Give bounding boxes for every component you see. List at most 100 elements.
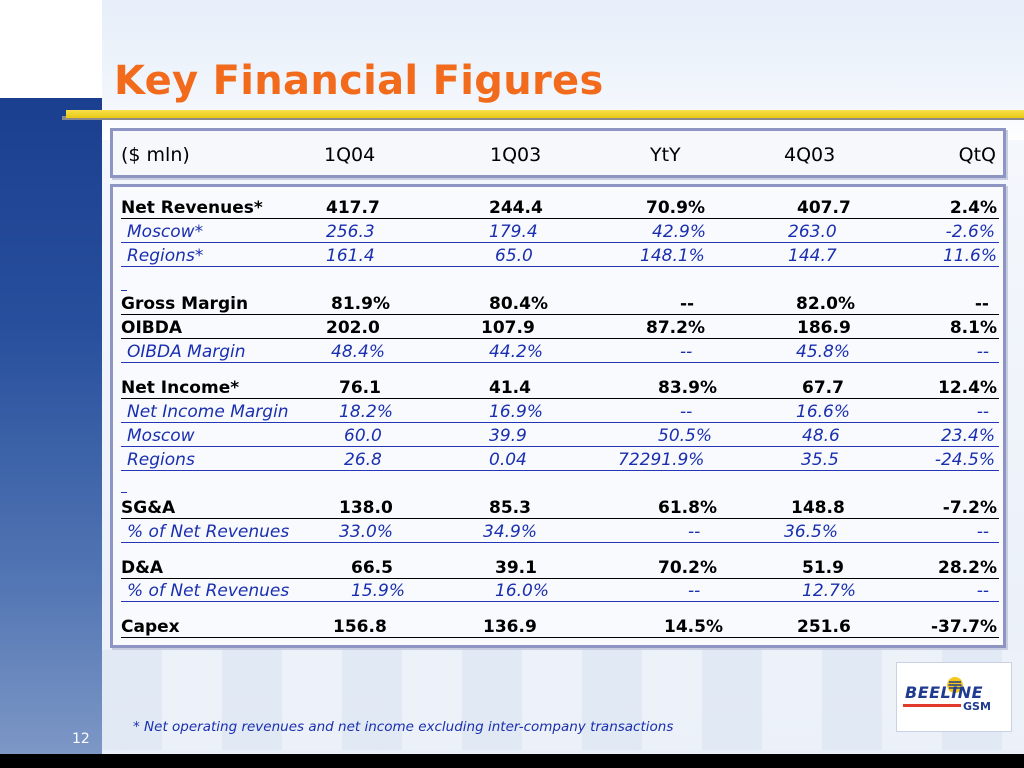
row-underline <box>121 518 999 519</box>
row-label: Capex <box>121 617 180 637</box>
row-underline <box>121 398 999 399</box>
cell-1q04: 76.1 <box>339 378 381 398</box>
row-label: Regions <box>127 450 195 470</box>
row-underline <box>121 314 999 315</box>
row-underline <box>121 578 999 579</box>
row-underline <box>121 218 999 219</box>
cell-yty: 148.1% <box>640 246 705 266</box>
footnote: * Net operating revenues and net income … <box>133 719 674 735</box>
cell-qtq: -- <box>976 342 989 362</box>
cell-qtq: 23.4% <box>940 426 995 446</box>
header-units: ($ mln) <box>121 144 190 166</box>
cell-1q04: 256.3 <box>326 222 375 242</box>
cell-4q03: 251.6 <box>797 617 851 637</box>
cell-yty: -- <box>688 522 701 542</box>
cell-4q03: 144.7 <box>788 246 837 266</box>
row-label: % of Net Revenues <box>127 581 290 601</box>
cell-yty: 61.8% <box>658 498 717 518</box>
cell-4q03: 51.9 <box>802 558 844 578</box>
row-label: Net Income* <box>121 378 240 398</box>
cell-yty: 50.5% <box>658 426 713 446</box>
cell-yty: 70.9% <box>646 198 705 218</box>
row-label: % of Net Revenues <box>127 522 290 542</box>
cell-qtq: -7.2% <box>942 498 997 518</box>
table-row: OIBDA 202.0 107.9 87.2% 186.9 8.1% <box>121 317 999 339</box>
table-row: Regions 26.8 0.04 72291.9% 35.5 -24.5% <box>121 449 999 471</box>
cell-1q03: 85.3 <box>489 498 531 518</box>
row-underline <box>121 422 999 423</box>
cell-qtq: -37.7% <box>930 617 997 637</box>
row-label: D&A <box>121 558 164 578</box>
cell-qtq: 28.2% <box>938 558 997 578</box>
cell-yty: 72291.9% <box>618 450 705 470</box>
cell-1q04: 161.4 <box>326 246 375 266</box>
row-underline <box>121 470 999 471</box>
table-row: Moscow 60.0 39.9 50.5% 48.6 23.4% <box>121 425 999 447</box>
bee-icon <box>947 677 963 693</box>
row-label: SG&A <box>121 498 176 518</box>
spacer-mark <box>121 492 127 493</box>
cell-4q03: 45.8% <box>796 342 851 362</box>
cell-1q03: 107.9 <box>481 318 535 338</box>
cell-1q04: 417.7 <box>326 198 380 218</box>
cell-1q03: 34.9% <box>483 522 538 542</box>
cell-qtq: -- <box>976 402 989 422</box>
table-row: Net Income* 76.1 41.4 83.9% 67.7 12.4% <box>121 377 999 399</box>
table-row: Moscow* 256.3 179.4 42.9% 263.0 -2.6% <box>121 221 999 243</box>
row-label: Regions* <box>127 246 204 266</box>
background-corner <box>0 0 102 98</box>
table-row: Net Income Margin 18.2% 16.9% -- 16.6% -… <box>121 401 999 423</box>
row-underline <box>121 362 999 363</box>
title-rule-shadow <box>62 116 1024 120</box>
cell-4q03: 35.5 <box>801 450 839 470</box>
cell-1q03: 44.2% <box>489 342 544 362</box>
cell-yty: 83.9% <box>658 378 717 398</box>
cell-4q03: 407.7 <box>797 198 851 218</box>
cell-4q03: 263.0 <box>788 222 837 242</box>
logo-wordmark: BEELINE <box>905 683 984 702</box>
cell-qtq: -- <box>976 522 989 542</box>
background-bottom-pattern <box>102 650 1024 750</box>
table-header-box <box>110 128 1006 178</box>
row-underline <box>121 637 999 638</box>
table-row: SG&A 138.0 85.3 61.8% 148.8 -7.2% <box>121 497 999 519</box>
table-row: Net Revenues* 417.7 244.4 70.9% 407.7 2.… <box>121 197 999 219</box>
cell-1q04: 60.0 <box>344 426 382 446</box>
cell-1q03: 39.9 <box>489 426 527 446</box>
cell-1q03: 65.0 <box>495 246 533 266</box>
cell-1q03: 244.4 <box>489 198 543 218</box>
beeline-logo: BEELINE GSM <box>896 662 1012 732</box>
row-label: OIBDA <box>121 318 183 338</box>
table-row: Capex 156.8 136.9 14.5% 251.6 -37.7% <box>121 616 999 638</box>
table-row: D&A 66.5 39.1 70.2% 51.9 28.2% <box>121 557 999 579</box>
cell-1q03: 16.9% <box>489 402 544 422</box>
cell-1q04: 66.5 <box>351 558 393 578</box>
cell-qtq: 11.6% <box>942 246 997 266</box>
cell-4q03: 16.6% <box>796 402 851 422</box>
cell-qtq: -- <box>976 581 989 601</box>
cell-4q03: 36.5% <box>784 522 839 542</box>
row-label: Moscow <box>127 426 195 446</box>
cell-1q03: 0.04 <box>489 450 527 470</box>
cell-1q04: 15.9% <box>351 581 406 601</box>
cell-qtq: -24.5% <box>934 450 995 470</box>
cell-1q04: 138.0 <box>339 498 393 518</box>
table-row: % of Net Revenues 15.9% 16.0% -- 12.7% -… <box>121 580 999 602</box>
row-label: Net Income Margin <box>127 402 289 422</box>
cell-yty: 42.9% <box>652 222 707 242</box>
cell-1q04: 156.8 <box>333 617 387 637</box>
table-row: Regions* 161.4 65.0 148.1% 144.7 11.6% <box>121 245 999 267</box>
cell-1q03: 80.4% <box>489 294 548 314</box>
row-underline <box>121 446 999 447</box>
cell-4q03: 12.7% <box>802 581 857 601</box>
cell-qtq: -- <box>974 294 989 314</box>
slide-title: Key Financial Figures <box>114 58 604 104</box>
cell-4q03: 148.8 <box>791 498 845 518</box>
row-label: Gross Margin <box>121 294 249 314</box>
cell-yty: 87.2% <box>646 318 705 338</box>
background-left-band <box>0 98 102 754</box>
cell-1q03: 16.0% <box>495 581 550 601</box>
cell-1q04: 26.8 <box>344 450 382 470</box>
logo-red-bar <box>903 704 961 707</box>
table-data-box <box>110 184 1006 648</box>
